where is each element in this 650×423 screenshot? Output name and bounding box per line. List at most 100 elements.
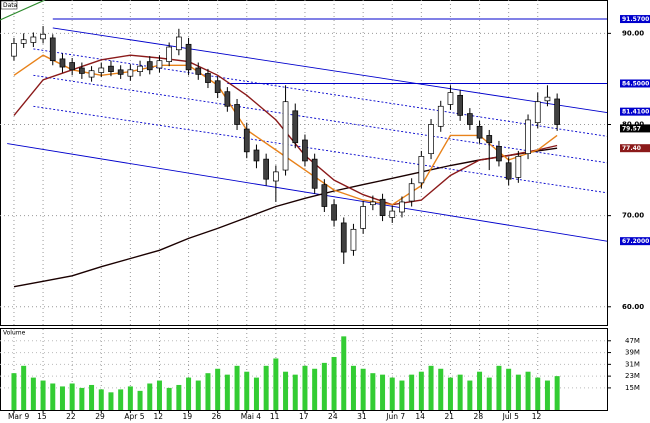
candle-body xyxy=(205,73,211,83)
price-frame xyxy=(0,0,608,326)
volume-bar xyxy=(166,387,172,410)
candle-body xyxy=(428,124,434,155)
candle-body xyxy=(127,69,134,77)
y-tick-label: 60.00 xyxy=(622,303,644,311)
volume-bar xyxy=(98,389,104,410)
candle-body xyxy=(515,156,522,178)
trend-line xyxy=(33,48,608,137)
candle-body xyxy=(166,46,173,62)
volume-bar xyxy=(341,336,347,410)
volume-bar xyxy=(525,371,531,410)
x-tick-label: Jun 7 xyxy=(385,412,405,421)
volume-bar xyxy=(331,356,337,410)
volume-bar xyxy=(253,377,259,410)
candle-body xyxy=(40,33,46,40)
volume-bar xyxy=(477,371,483,410)
x-tick-label: 31 xyxy=(357,412,367,421)
price-label-box xyxy=(620,237,650,246)
volume-bar xyxy=(515,374,521,410)
candle-body xyxy=(185,43,192,71)
candle-body xyxy=(418,156,425,184)
candle-body xyxy=(399,201,405,213)
moving-average xyxy=(13,54,558,206)
candle-body xyxy=(457,94,463,116)
volume-bar xyxy=(506,368,512,410)
x-tick-label: Mar 9 xyxy=(8,412,30,421)
volume-bar xyxy=(438,368,444,410)
candle-body xyxy=(321,184,328,207)
volume-bar xyxy=(447,377,453,410)
volume-bar xyxy=(496,365,502,410)
candle-body xyxy=(466,113,473,125)
candle-body xyxy=(195,67,202,75)
candle-body xyxy=(360,206,367,229)
price-label: 67.2000 xyxy=(622,238,649,245)
candle-body xyxy=(224,91,231,107)
volume-bar xyxy=(428,365,434,410)
volume-bar xyxy=(89,384,95,410)
volume-bar xyxy=(137,390,143,410)
price-label: 81.4100 xyxy=(622,109,649,116)
candle-body xyxy=(476,125,483,139)
candle-body xyxy=(447,92,454,105)
trend-line xyxy=(7,143,608,242)
y-tick-label: 70.00 xyxy=(622,212,644,220)
overlays xyxy=(7,18,608,288)
price-label: 84.5000 xyxy=(622,80,649,87)
candle-body xyxy=(117,69,124,75)
candle-body xyxy=(214,80,221,93)
candle-body xyxy=(486,135,493,144)
moving-average xyxy=(13,147,558,288)
x-tick-label: 28 xyxy=(474,412,484,421)
volume-bar xyxy=(321,362,327,410)
moving-average xyxy=(13,54,558,206)
volume-bar xyxy=(30,377,36,410)
volume-bar xyxy=(360,368,366,410)
price-label-box xyxy=(620,124,650,133)
volume-bar xyxy=(380,374,386,410)
y-tick-label: 90.00 xyxy=(622,29,644,37)
candle-body xyxy=(302,139,308,162)
price-label-box xyxy=(620,144,650,153)
volume-bar xyxy=(418,371,424,410)
candle-body xyxy=(554,98,560,125)
volume-bar xyxy=(292,374,298,410)
candle-body xyxy=(437,105,444,127)
volume-bar xyxy=(399,380,405,410)
volume-bar xyxy=(118,389,124,410)
volume-bar xyxy=(283,371,289,410)
candle-body xyxy=(534,101,541,124)
candle-body xyxy=(505,162,512,180)
candle-body xyxy=(389,210,396,218)
x-tick-label: Jul 5 xyxy=(502,412,519,421)
volume-bar xyxy=(176,384,182,410)
x-tick-label: 17 xyxy=(299,412,309,421)
volume-bar xyxy=(40,380,46,410)
volume-bar xyxy=(535,377,541,410)
candle-body xyxy=(88,70,95,78)
x-tick-label: 21 xyxy=(444,412,454,421)
volume-bar xyxy=(350,365,356,410)
volume-bar xyxy=(215,368,221,410)
candle-body xyxy=(311,158,318,189)
volume-bar xyxy=(127,386,133,410)
volume-tick-label: 39M xyxy=(625,349,640,357)
candle-body xyxy=(234,104,240,125)
volume-bar xyxy=(263,365,269,410)
candle-body xyxy=(98,67,105,73)
volume-bar xyxy=(409,374,415,410)
volume-bar xyxy=(186,377,192,410)
volume-bar xyxy=(69,383,75,410)
volume-bar xyxy=(205,373,211,410)
trend-line xyxy=(52,27,608,114)
volume-bar xyxy=(59,386,65,410)
candle-body xyxy=(408,183,415,202)
candle-body xyxy=(20,39,27,44)
volume-tick-label: 23M xyxy=(625,372,640,380)
x-tick-label: 29 xyxy=(95,412,105,421)
candle-body xyxy=(525,119,531,155)
volume-bar xyxy=(486,377,492,410)
candle-body xyxy=(59,58,66,68)
